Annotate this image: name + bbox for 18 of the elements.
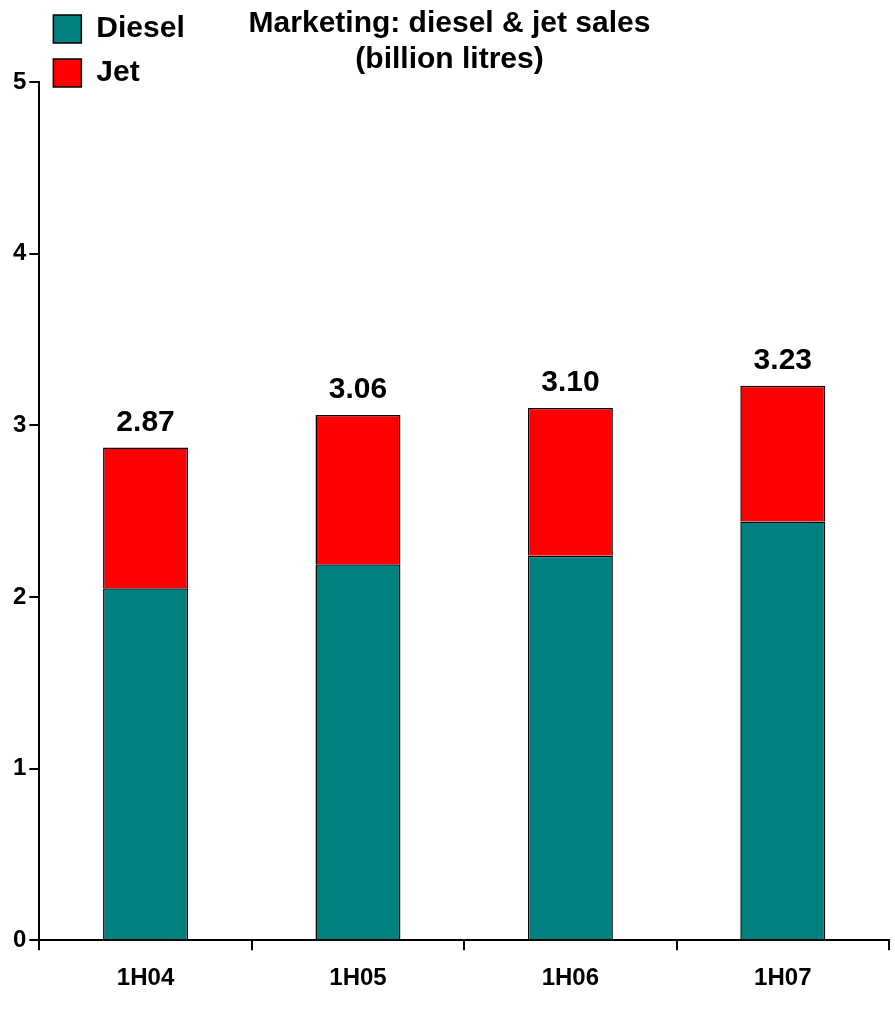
y-tick-label: 4 [12, 238, 27, 266]
total-label: 3.06 [328, 371, 388, 405]
y-tick-label: 0 [12, 924, 27, 952]
text: (billion litres) [355, 41, 544, 75]
x-tick-label: 1H06 [541, 963, 600, 991]
y-tick-label: 2 [12, 581, 27, 609]
y-tick-label: 3 [12, 409, 27, 437]
y-tick-label: 1 [12, 753, 27, 781]
x-tick-label: 1H04 [116, 963, 175, 991]
legend-label: Diesel [96, 10, 185, 44]
total-label: 3.23 [753, 342, 812, 376]
total-label: 3.10 [541, 364, 600, 398]
total-label: 2.87 [116, 403, 175, 437]
y-tick-label: 5 [12, 66, 27, 94]
text: Marketing: diesel & jet sales [248, 5, 651, 39]
x-tick-label: 1H07 [754, 963, 812, 991]
legend-label: Jet [96, 54, 140, 88]
x-tick-label: 1H05 [329, 963, 387, 991]
